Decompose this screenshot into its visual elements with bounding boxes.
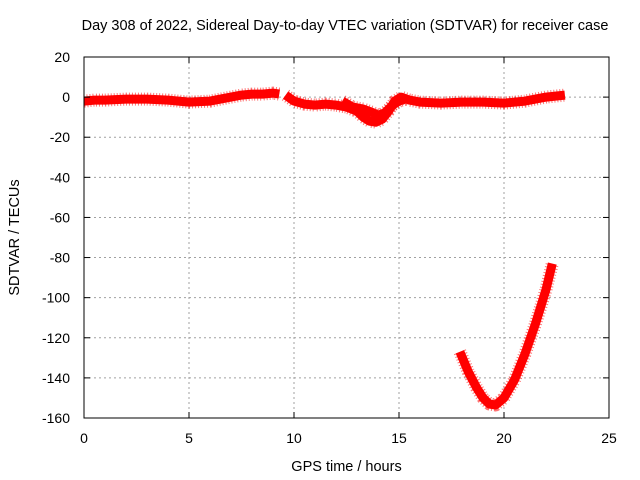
x-tick-label: 5 [185, 430, 193, 446]
y-tick-label: -120 [42, 330, 70, 346]
series-line-segment-4 [455, 262, 557, 410]
chart-title: Day 308 of 2022, Sidereal Day-to-day VTE… [81, 18, 609, 34]
data-series [83, 86, 566, 412]
series-band-segment-1 [83, 86, 281, 109]
x-axis-label: GPS time / hours [291, 459, 401, 475]
x-tick-label: 10 [286, 430, 302, 446]
y-tick-label: -100 [42, 290, 70, 306]
plot-frame [83, 56, 610, 419]
y-tick-label: -20 [50, 129, 70, 145]
x-tick-label: 0 [80, 430, 88, 446]
x-tick-label: 15 [391, 430, 407, 446]
y-tick-label: 0 [62, 89, 70, 105]
ticks: 0 5 10 15 20 25 20 0 -20 -40 -60 -80 -100 -120 -140 -16… [42, 49, 617, 446]
x-tick-label: 20 [496, 430, 512, 446]
y-tick-label: -160 [42, 410, 70, 426]
y-tick-label: -60 [50, 209, 70, 225]
series-band-segment-3 [339, 92, 408, 122]
y-tick-label: -40 [50, 169, 70, 185]
y-tick-label: -140 [42, 370, 70, 386]
series-band-segment-4 [453, 262, 559, 412]
grid-lines [84, 57, 609, 418]
y-tick-label: -80 [50, 250, 70, 266]
x-tick-label: 25 [601, 430, 617, 446]
y-tick-label: 20 [54, 49, 70, 65]
y-axis-label: SDTVAR / TECUs [7, 179, 23, 295]
series-line-segment-1 [83, 88, 281, 107]
